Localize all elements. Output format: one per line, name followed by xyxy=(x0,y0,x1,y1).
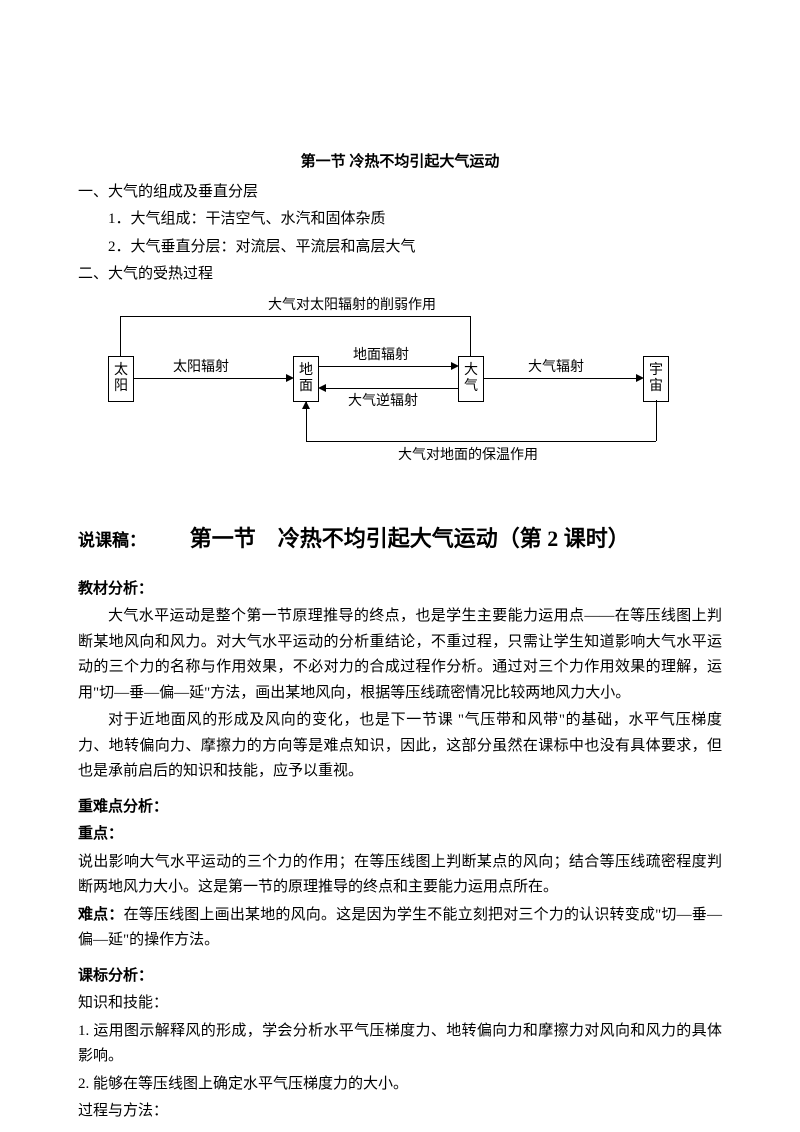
label-ground-rad: 地面辐射 xyxy=(353,344,409,368)
label-back-rad: 大气逆辐射 xyxy=(348,390,418,414)
sec-1-heading: 一、大气的组成及垂直分层 xyxy=(78,180,722,206)
lesson2-heading-row: 说课稿： 第一节 冷热不均引起大气运动（第 2 课时） xyxy=(78,520,722,557)
section-title: 第一节 冷热不均引起大气运动 xyxy=(78,150,722,176)
arrow-ground-rad xyxy=(451,362,459,370)
arrow-atmo-rad xyxy=(636,374,644,382)
label-weaken: 大气对太阳辐射的削弱作用 xyxy=(268,294,436,318)
standard-heading: 课标分析： xyxy=(78,964,722,990)
line-top xyxy=(120,316,470,317)
node-atmo: 大气 xyxy=(458,356,484,402)
line-ground-rad xyxy=(319,366,451,367)
analysis-p2: 对于近地面风的形成及风向的变化，也是下一节课 "气压带和风带"的基础，水平气压梯… xyxy=(78,708,722,785)
node-space: 宇宙 xyxy=(643,356,669,402)
label-atmo-rad: 大气辐射 xyxy=(528,356,584,380)
heat-process-diagram: 大气对太阳辐射的削弱作用 太阳 地面 大气 宇宙 太阳辐射 地面辐射 大气逆辐射… xyxy=(78,296,718,496)
node-ground: 地面 xyxy=(293,356,319,402)
difficult-p: 在等压线图上画出某地的风向。这是因为学生不能立刻把对三个力的认识转变成"切—垂—… xyxy=(78,907,722,949)
line-atmo-rad xyxy=(484,378,636,379)
arrow-back-rad xyxy=(318,384,326,392)
arrow-warm-up xyxy=(302,401,310,409)
analysis-heading: 教材分析： xyxy=(78,577,722,603)
keypoint-heading: 重点： xyxy=(78,822,722,848)
sec-1-1: 1．大气组成：干洁空气、水汽和固体杂质 xyxy=(78,207,722,233)
sec-1-2: 2．大气垂直分层：对流层、平流层和高层大气 xyxy=(78,235,722,261)
skill-1: 1. 运用图示解释风的形成，学会分析水平气压梯度力、地转偏向力和摩擦力对风向和风… xyxy=(78,1019,722,1070)
line-bot xyxy=(306,441,656,442)
difficult-line: 难点：在等压线图上画出某地的风向。这是因为学生不能立刻把对三个力的认识转变成"切… xyxy=(78,903,722,954)
keypoint-p: 说出影响大气水平运动的三个力的作用；在等压线图上判断某点的风向；结合等压线疏密程… xyxy=(78,850,722,901)
line-bot-right xyxy=(656,400,657,441)
line-solar xyxy=(134,378,286,379)
sec-2-heading: 二、大气的受热过程 xyxy=(78,262,722,288)
method-heading: 过程与方法： xyxy=(78,1099,722,1125)
node-sun: 太阳 xyxy=(108,356,134,402)
analysis-p1: 大气水平运动是整个第一节原理推导的终点，也是学生主要能力运用点——在等压线图上判… xyxy=(78,604,722,706)
line-top-right xyxy=(470,316,471,356)
difficult-prefix: 难点： xyxy=(78,907,124,923)
lesson2-title: 第一节 冷热不均引起大气运动（第 2 课时） xyxy=(190,526,630,551)
label-solar: 太阳辐射 xyxy=(173,356,229,380)
speak-label: 说课稿： xyxy=(78,531,146,550)
focus-heading: 重难点分析： xyxy=(78,795,722,821)
arrow-solar xyxy=(286,374,294,382)
skill-2: 2. 能够在等压线图上确定水平气压梯度力的大小。 xyxy=(78,1072,722,1098)
line-back-rad xyxy=(326,388,458,389)
skill-heading: 知识和技能： xyxy=(78,991,722,1017)
label-keep-warm: 大气对地面的保温作用 xyxy=(398,444,538,468)
line-top-left xyxy=(120,316,121,356)
